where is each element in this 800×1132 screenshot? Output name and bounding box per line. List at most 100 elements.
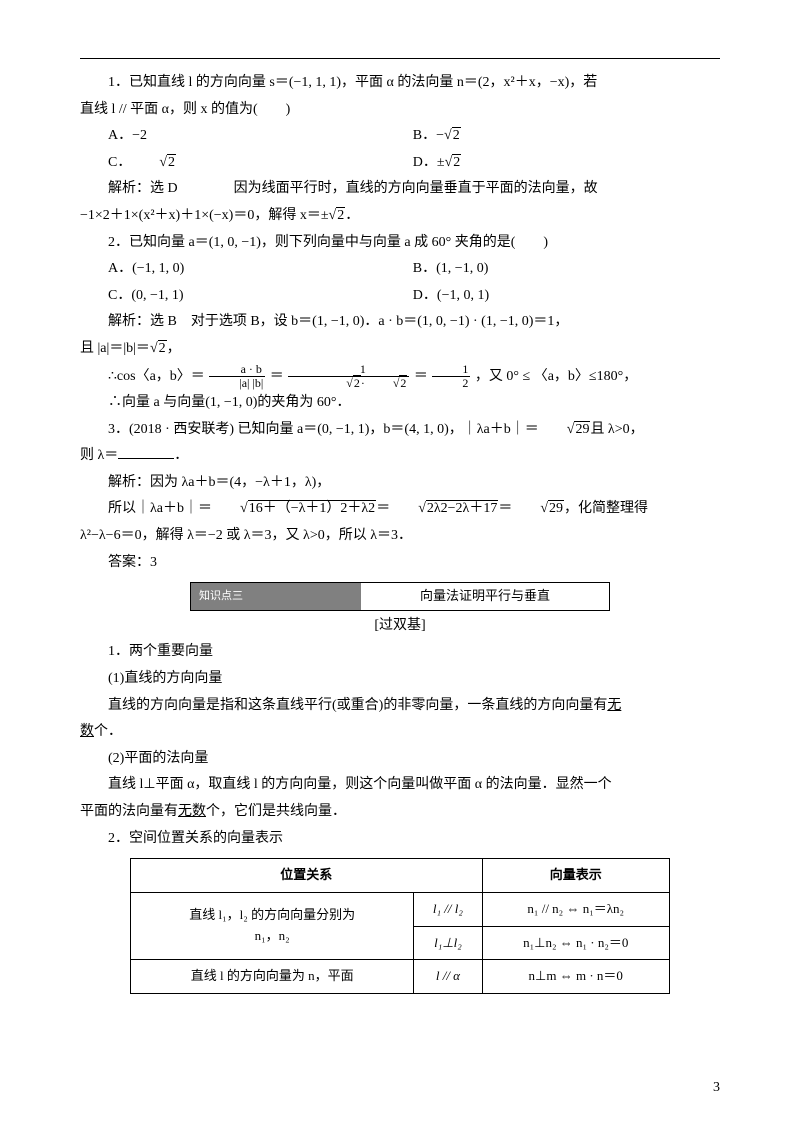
r2c2-t: l₁⊥l₂ — [434, 935, 462, 950]
q1-exp-l2-rad: 2 — [336, 207, 345, 223]
r2c3: n₁⊥n₂ ⇔ n₁ · n₂＝0 — [482, 926, 670, 960]
eq: ＝ — [498, 501, 512, 516]
sec1-h: 1．两个重要向量 — [80, 639, 720, 666]
frac1-den: |a| |b| — [209, 377, 265, 390]
q1-optC-rad: 2 — [167, 154, 176, 170]
q3-stem-l1: 3．(2018 · 西安联考) 已知向量 a＝(0, −1, 1)，b＝(4, … — [80, 417, 720, 444]
q2-exp-l3-post: ，又 0° ≤ 〈a，b〉≤180°， — [475, 368, 637, 383]
q3-ans: 答案：3 — [80, 550, 720, 577]
top-rule — [80, 58, 720, 59]
q2-exp-l2: 且 |a|＝|b|＝ 2， — [80, 336, 720, 363]
r3c3: n⊥m ⇔ m · n＝0 — [482, 960, 670, 994]
q3-exp-l3: λ²−λ−6＝0，解得 λ＝−2 或 λ＝3，又 λ>0，所以 λ＝3． — [80, 523, 720, 550]
q3-exp-l2-pre: 所以｜λa＋b｜＝ — [108, 501, 212, 516]
sqrt-icon: 2 — [445, 150, 462, 177]
sqrt-icon: 2 — [150, 336, 167, 363]
r1c2: l₁ // l₂ — [414, 892, 482, 926]
q3-exp-l2-r1: 16＋（−λ＋1）2＋λ2 — [248, 500, 376, 516]
r1c1b: n₁，n₂ — [137, 926, 407, 947]
q2-exp-l2-post: ， — [167, 341, 181, 356]
q1-optD-pre: D．± — [413, 155, 445, 170]
sec1-p2b: 无 — [607, 698, 621, 713]
q1-optC-pre: C． — [108, 155, 131, 170]
q2-exp-l3-pre: ∴cos〈a，b〉＝ — [108, 368, 205, 383]
q2-exp-l4: ∴向量 a 与向量(1, −1, 0)的夹角为 60°． — [80, 390, 720, 417]
eq: ＝ — [376, 501, 390, 516]
q3-exp-l2-post: ，化简整理得 — [564, 501, 648, 516]
sec1-p4d: 个，它们是共线向量． — [206, 804, 346, 819]
sqrt-icon: 2 — [131, 150, 176, 177]
sub-note: [过双基] — [80, 613, 720, 640]
th-pos: 位置关系 — [131, 859, 483, 893]
q2-optC: C．(0, −1, 1) — [80, 283, 413, 310]
r3c1: 直线 l 的方向向量为 n，平面 — [131, 960, 414, 994]
sec2-h: 2．空间位置关系的向量表示 — [80, 826, 720, 853]
q3-exp-l2-r2: 2λ2−2λ＋17 — [426, 500, 498, 516]
sqrt-icon: 16＋（−λ＋1）2＋λ2 — [212, 496, 376, 523]
q3-stem-rad: 29 — [574, 421, 590, 437]
r2c2: l₁⊥l₂ — [414, 926, 482, 960]
q1-exp-l1: 解析：选 D 因为线面平行时，直线的方向向量垂直于平面的法向量，故 — [80, 176, 720, 203]
q1-exp-l2-post: ． — [345, 208, 359, 223]
fill-blank — [118, 447, 174, 460]
page-number: 3 — [713, 1075, 720, 1102]
sec1-p2: 直线的方向向量是指和这条直线平行(或重合)的非零向量，一条直线的方向向量有无 — [80, 693, 720, 720]
q1-optD: D．± 2 — [413, 150, 720, 177]
r3c2: l // α — [414, 960, 482, 994]
section-banner: 知识点三 向量法证明平行与垂直 — [190, 582, 610, 611]
sqrt-icon: 2 — [444, 123, 461, 150]
q1-optA: A．−2 — [80, 123, 413, 150]
frac2-num: 1 — [288, 363, 409, 377]
q1-optD-rad: 2 — [452, 154, 461, 170]
q2-optA: A．(−1, 1, 0) — [80, 256, 413, 283]
q2-exp-l2-pre: 且 |a|＝|b|＝ — [80, 341, 150, 356]
q1-stem-l2: 直线 l // 平面 α，则 x 的值为( ) — [80, 97, 720, 124]
q2-opts-row1: A．(−1, 1, 0) B．(1, −1, 0) — [80, 256, 720, 283]
frac3-den: 2 — [432, 377, 470, 390]
sec1-p2c: 数 — [80, 724, 94, 739]
q1-exp-l2: −1×2＋1×(x²＋x)＋1×(−x)＝0，解得 x＝± 2． — [80, 203, 720, 230]
q3-exp-l2-r3: 29 — [548, 500, 564, 516]
sqrt-icon: 29 — [539, 417, 591, 444]
q1-optB: B．− 2 — [413, 123, 720, 150]
frac3-num: 1 — [432, 363, 470, 377]
q1-stem-l1: 1．已知直线 l 的方向向量 s＝(−1, 1, 1)，平面 α 的法向量 n＝… — [80, 70, 720, 97]
frac2-den: 2·2 — [288, 377, 409, 390]
sec1-p4a: 直线 l⊥平面 α，取直线 l 的方向向量，则这个向量叫做平面 α 的法向量．显… — [80, 772, 720, 799]
sec1-p4b-t: 平面的法向量有 — [80, 804, 178, 819]
frac2-den-r2: 2 — [399, 375, 407, 390]
sec1-p4c: 无数 — [178, 804, 206, 819]
sec1-p2a: 直线的方向向量是指和这条直线平行(或重合)的非零向量，一条直线的方向向量有 — [108, 698, 607, 713]
eq: ＝ — [414, 368, 428, 383]
sec1-p3: (2)平面的法向量 — [80, 746, 720, 773]
sec1-p2-cont: 数个． — [80, 719, 720, 746]
sqrt-icon: 2λ2−2λ＋17 — [390, 496, 498, 523]
q3-stem-l2-pre: 则 λ＝ — [80, 448, 118, 463]
banner-right: 向量法证明平行与垂直 — [361, 583, 609, 610]
r1c3: n₁ // n₂ ⇔ n₁＝λn₂ — [482, 892, 670, 926]
fraction: a · b |a| |b| — [208, 363, 266, 390]
q1-optB-pre: B．− — [413, 128, 444, 143]
q3-stem-l2-post: ． — [174, 448, 188, 463]
sqrt-icon: 2 — [365, 377, 408, 390]
q3-stem-pre: 3．(2018 · 西安联考) 已知向量 a＝(0, −1, 1)，b＝(4, … — [108, 422, 539, 437]
q1-exp-l2-pre: −1×2＋1×(x²＋x)＋1×(−x)＝0，解得 x＝± — [80, 208, 329, 223]
q1-opts-row1: A．−2 B．− 2 — [80, 123, 720, 150]
q3-stem-post: 且 λ>0， — [590, 422, 643, 437]
relation-table: 位置关系 向量表示 直线 l₁，l₂ 的方向向量分别为 n₁，n₂ l₁ // … — [130, 858, 670, 994]
fraction: 1 2 — [431, 363, 471, 390]
page-content: 1．已知直线 l 的方向向量 s＝(−1, 1, 1)，平面 α 的法向量 n＝… — [80, 70, 720, 994]
q3-stem-l2: 则 λ＝ ． — [80, 443, 720, 470]
sec1-p4b: 平面的法向量有无数个，它们是共线向量． — [80, 799, 720, 826]
fraction: 1 2·2 — [287, 363, 410, 390]
frac1-num: a · b — [209, 363, 265, 377]
banner-left: 知识点三 — [191, 583, 361, 610]
q2-optD: D．(−1, 0, 1) — [413, 283, 720, 310]
q1-optC: C． 2 — [80, 150, 413, 177]
q1-optB-rad: 2 — [452, 127, 461, 143]
sqrt-icon: 29 — [512, 496, 564, 523]
sqrt-icon: 2 — [329, 203, 346, 230]
q2-exp-l2-rad: 2 — [158, 340, 167, 356]
q1-opts-row2: C． 2 D．± 2 — [80, 150, 720, 177]
q2-optB: B．(1, −1, 0) — [413, 256, 720, 283]
